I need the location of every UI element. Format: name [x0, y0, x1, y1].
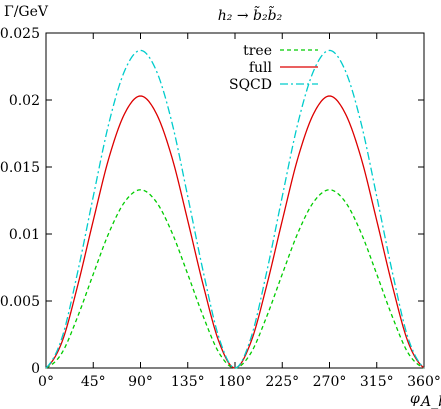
x-tick-label: 90° [128, 374, 153, 390]
x-tick-label: 135° [171, 374, 205, 390]
x-tick-label: 225° [265, 374, 299, 390]
series-line-full [45, 95, 425, 369]
x-tick-label: 45° [81, 374, 106, 390]
chart-title: h₂ → b̃₂b̃₂ [218, 5, 283, 24]
x-axis-label: φ A_b [410, 391, 441, 409]
x-axis-label-subscript: A_b [419, 394, 441, 409]
y-tick-label: 0.005 [0, 294, 40, 310]
y-tick-label: 0.02 [9, 93, 40, 109]
y-tick-label: 0.015 [0, 160, 40, 176]
x-tick-label: 180° [218, 374, 252, 390]
x-tick-label: 360° [407, 374, 441, 390]
series-line-tree [45, 189, 425, 369]
x-tick-label: 315° [360, 374, 394, 390]
legend-label-sqcd: SQCD [229, 77, 272, 93]
x-tick-label: 270° [313, 374, 347, 390]
y-tick-label: 0.025 [0, 26, 40, 42]
legend-label-full: full [249, 60, 273, 76]
legend-label-tree: tree [243, 43, 272, 59]
y-axis-label: Γ/GeV [4, 4, 49, 20]
axis-ticks: 0° 45° 90° 135° 180° 225° 270° 315° 360° 0 0.005 0.… [0, 26, 441, 390]
y-tick-label: 0 [31, 361, 40, 377]
series-layer [45, 49, 425, 369]
series-line-sqcd [45, 49, 425, 369]
y-tick-label: 0.01 [9, 227, 40, 243]
x-tick-label: 0° [38, 374, 54, 390]
x-axis-label-main: φ [410, 391, 420, 407]
